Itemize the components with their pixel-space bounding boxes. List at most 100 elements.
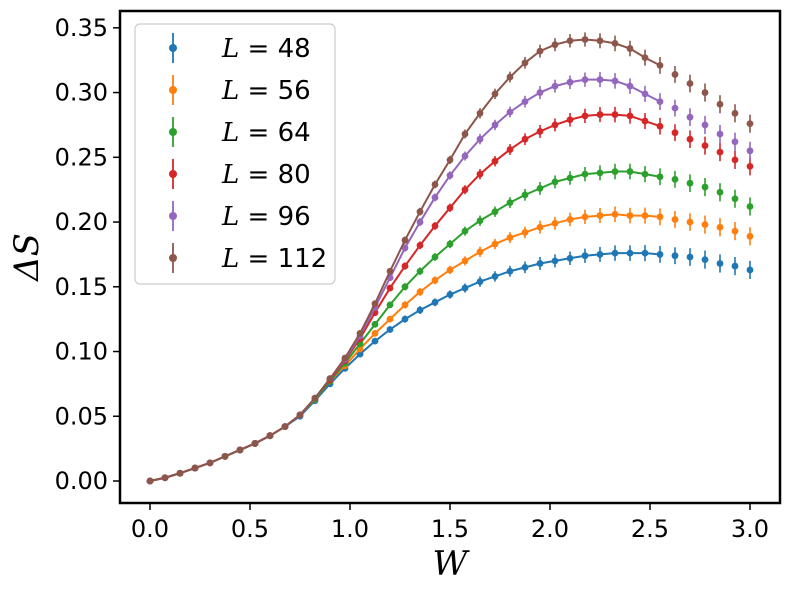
data-point bbox=[551, 178, 559, 186]
legend-label: L = 56 bbox=[221, 76, 311, 106]
data-point bbox=[326, 375, 334, 383]
y-tick-label: 0.20 bbox=[55, 208, 108, 236]
data-point bbox=[671, 71, 679, 78]
data-point bbox=[671, 252, 679, 260]
data-point bbox=[446, 204, 454, 212]
data-point bbox=[206, 459, 214, 467]
data-point bbox=[191, 464, 199, 472]
data-point bbox=[611, 168, 619, 175]
data-point bbox=[626, 82, 634, 90]
data-point bbox=[266, 432, 274, 440]
legend-item-L56: L = 56 bbox=[169, 75, 311, 106]
data-point bbox=[536, 260, 544, 267]
data-point bbox=[641, 212, 649, 219]
data-point bbox=[251, 440, 259, 447]
data-point bbox=[521, 191, 529, 199]
data-point bbox=[401, 315, 409, 323]
x-tick-label: 1.5 bbox=[431, 515, 469, 543]
x-tick-label: 1.0 bbox=[331, 515, 369, 543]
data-point bbox=[401, 283, 409, 291]
data-point bbox=[521, 135, 529, 143]
legend-marker bbox=[169, 128, 177, 136]
y-tick-label: 0.15 bbox=[55, 273, 108, 301]
data-point bbox=[371, 329, 379, 337]
y-tick-label: 0.00 bbox=[55, 467, 108, 495]
data-point bbox=[491, 90, 499, 98]
data-point bbox=[671, 175, 679, 183]
data-point bbox=[491, 121, 499, 129]
data-point bbox=[581, 36, 589, 43]
data-point bbox=[701, 121, 709, 129]
data-point bbox=[176, 469, 184, 477]
data-point bbox=[506, 146, 514, 153]
data-point bbox=[551, 257, 559, 265]
data-point bbox=[506, 199, 514, 207]
data-point bbox=[476, 135, 484, 143]
data-point bbox=[476, 109, 484, 117]
data-point bbox=[701, 221, 709, 229]
data-point bbox=[611, 111, 619, 118]
data-point bbox=[221, 452, 229, 460]
data-point bbox=[431, 222, 439, 230]
data-point bbox=[746, 120, 754, 128]
data-point bbox=[731, 109, 739, 117]
data-point bbox=[566, 37, 574, 45]
data-point bbox=[386, 284, 394, 292]
data-point bbox=[626, 112, 634, 120]
data-point bbox=[431, 276, 439, 284]
y-tick-label: 0.10 bbox=[55, 338, 108, 366]
data-point bbox=[446, 240, 454, 248]
data-point bbox=[626, 212, 634, 219]
data-point bbox=[386, 267, 394, 275]
legend-label: L = 96 bbox=[221, 202, 311, 232]
legend-marker bbox=[169, 254, 177, 262]
data-point bbox=[566, 254, 574, 262]
x-tick-label: 0.5 bbox=[231, 515, 269, 543]
data-point bbox=[356, 329, 364, 337]
x-tick-label: 2.0 bbox=[531, 515, 569, 543]
data-point bbox=[656, 173, 664, 181]
data-point bbox=[416, 241, 424, 249]
data-point bbox=[731, 195, 739, 203]
data-point bbox=[596, 251, 604, 258]
data-point bbox=[641, 249, 649, 257]
data-point bbox=[596, 212, 604, 219]
legend-item-L48: L = 48 bbox=[169, 33, 311, 64]
data-point bbox=[671, 104, 679, 112]
x-tick-label: 3.0 bbox=[731, 515, 769, 543]
data-point bbox=[521, 229, 529, 236]
data-point bbox=[536, 128, 544, 135]
data-point bbox=[656, 61, 664, 69]
data-point bbox=[686, 135, 694, 143]
data-point bbox=[686, 113, 694, 121]
data-point bbox=[641, 170, 649, 178]
data-point bbox=[461, 257, 469, 265]
data-point bbox=[746, 266, 754, 274]
data-point bbox=[716, 260, 724, 267]
series-layer bbox=[146, 32, 754, 485]
legend-marker bbox=[169, 44, 177, 52]
data-point bbox=[581, 213, 589, 221]
data-point bbox=[596, 169, 604, 177]
data-point bbox=[431, 253, 439, 261]
legend-item-L64: L = 64 bbox=[169, 117, 311, 148]
data-point bbox=[446, 291, 454, 298]
data-point bbox=[581, 112, 589, 120]
legend-marker bbox=[169, 170, 177, 178]
data-point bbox=[596, 37, 604, 45]
y-axis: 0.00 0.05 0.10 0.15 0.20 0.25 0.30 0.35 bbox=[55, 14, 120, 495]
data-point bbox=[656, 213, 664, 221]
data-point bbox=[611, 210, 619, 218]
data-point bbox=[566, 174, 574, 182]
data-point bbox=[611, 77, 619, 85]
data-point bbox=[716, 148, 724, 156]
x-tick-label: 0.0 bbox=[131, 515, 169, 543]
data-point bbox=[626, 249, 634, 257]
legend-label: L = 112 bbox=[221, 244, 327, 274]
data-point bbox=[461, 284, 469, 292]
data-point bbox=[716, 130, 724, 138]
data-point bbox=[716, 223, 724, 231]
data-point bbox=[476, 248, 484, 256]
legend-marker bbox=[169, 212, 177, 220]
data-point bbox=[551, 121, 559, 129]
